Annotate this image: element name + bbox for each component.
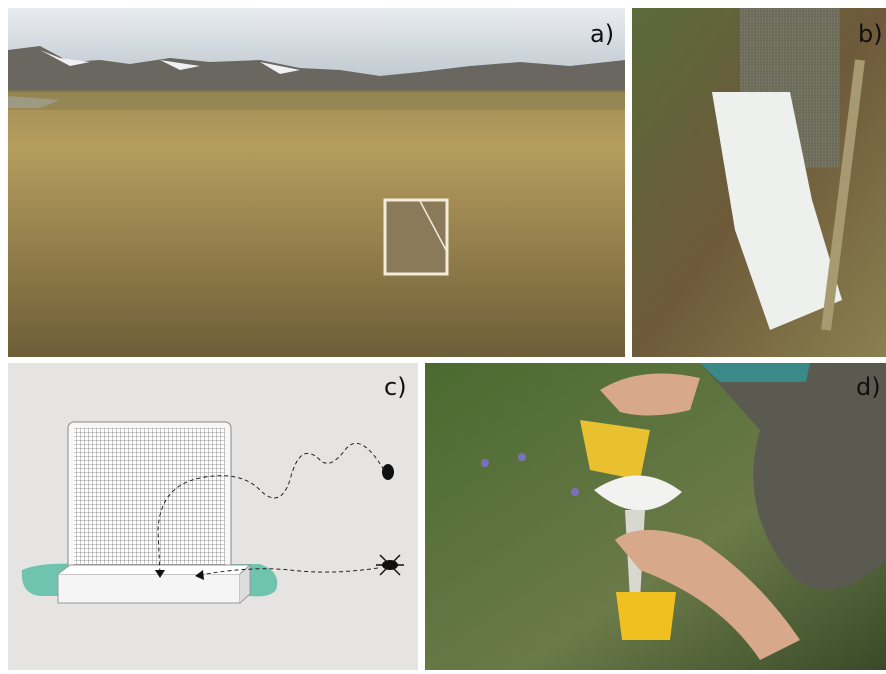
plain <box>8 90 625 110</box>
panel-label: d) <box>856 373 881 401</box>
spider-legs <box>376 554 404 576</box>
yellow-lid <box>580 420 650 480</box>
spider-path <box>199 567 379 576</box>
panel-label: a) <box>590 20 614 48</box>
tray <box>712 92 842 330</box>
tray-top <box>57 564 252 575</box>
panel-d: d) <box>425 363 886 670</box>
arm-top <box>600 373 700 416</box>
flower <box>481 459 489 467</box>
hat <box>700 363 810 382</box>
arm-bottom <box>615 530 800 660</box>
mountains <box>8 46 625 92</box>
funnel <box>594 475 682 511</box>
fly <box>382 464 394 480</box>
panel-label: b) <box>858 20 883 48</box>
snow <box>40 50 300 74</box>
mesh <box>74 428 225 566</box>
trap <box>383 198 449 276</box>
arrowheads <box>155 570 204 580</box>
trap-wire <box>419 200 447 251</box>
fly-path <box>157 442 385 577</box>
flower <box>571 488 579 496</box>
yellow-cup <box>616 592 676 640</box>
stake <box>821 59 865 331</box>
panel-label: c) <box>384 373 407 401</box>
panel-c: c) <box>8 363 418 670</box>
panel-b: b) <box>632 8 886 357</box>
panel-a: a) <box>8 8 625 357</box>
person <box>700 363 886 590</box>
flower <box>518 453 526 461</box>
tray-front <box>57 573 241 604</box>
